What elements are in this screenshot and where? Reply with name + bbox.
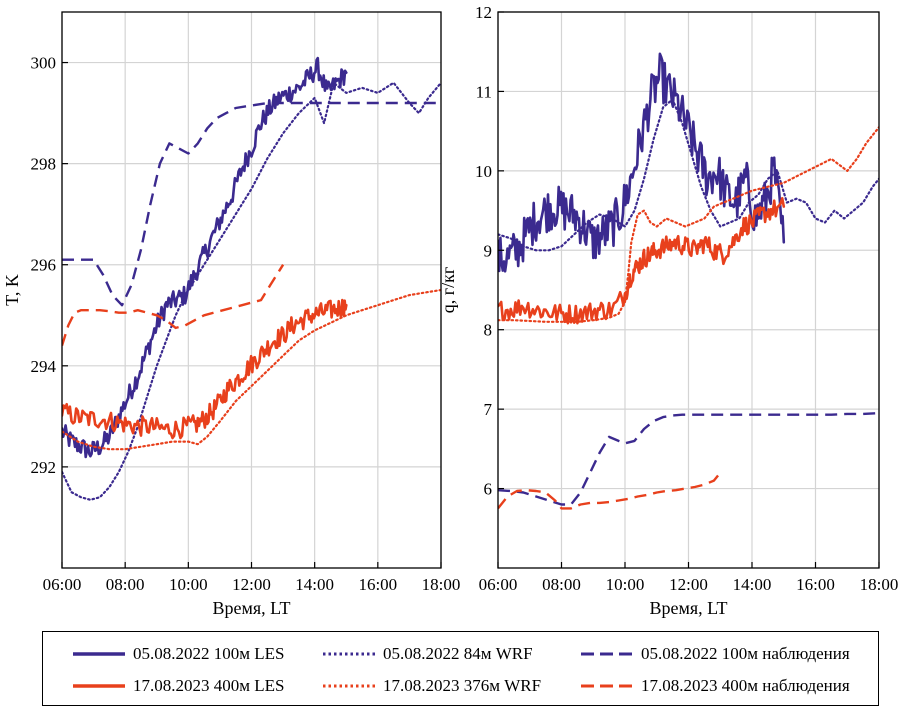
x-tick-label: 18:00: [422, 575, 461, 594]
right-panel-humidity: 06:00 08:00 10:00 12:00 14:00 16:00 18:00 6 7 8 9 1…: [438, 3, 898, 618]
legend-label: 17.08.2023 376м WRF: [383, 676, 542, 695]
x-tick-label: 08:00: [106, 575, 145, 594]
y-tick-label: 10: [475, 162, 492, 181]
series-line-dashed-blue: [498, 411, 879, 506]
x-tick-label: 06:00: [479, 575, 518, 594]
y-tick-label: 7: [484, 400, 493, 419]
legend-swatch-dotted-red: [323, 684, 375, 688]
x-tick-label: 14:00: [295, 575, 334, 594]
legend-item: 05.08.2022 100м наблюдения: [581, 644, 850, 664]
legend-label: 05.08.2022 100м наблюдения: [641, 644, 850, 663]
x-tick-label: 14:00: [733, 575, 772, 594]
x-tick-label: 16:00: [796, 575, 835, 594]
grid: [497, 11, 880, 568]
y-tick-label: 11: [476, 82, 492, 101]
series-line-dashed-blue: [62, 101, 441, 307]
series-line-dotted-blue: [62, 81, 441, 501]
x-tick-label: 16:00: [358, 575, 397, 594]
legend-swatch-dashed-blue: [581, 652, 633, 656]
legend-label: 05.08.2022 84м WRF: [383, 644, 533, 663]
legend-item: 17.08.2023 376м WRF: [323, 676, 541, 696]
x-axis-label: Время, LT: [649, 598, 727, 618]
y-tick-label: 6: [484, 480, 493, 499]
series-group: [498, 52, 879, 510]
legend-label: 17.08.2023 400м наблюдения: [641, 676, 850, 695]
chart-svg: 06:00 08:00 10:00 12:00 14:00 16:00 18:00 292 29…: [2, 3, 898, 618]
legend-swatch-dashed-red: [581, 684, 633, 688]
legend-swatch-solid-blue: [73, 652, 125, 656]
x-tick-label: 12:00: [232, 575, 271, 594]
legend-swatch-solid-red: [73, 684, 125, 688]
series-line-dotted-red: [62, 288, 441, 451]
legend-swatch-dotted-blue: [323, 652, 375, 656]
y-tick-label: 294: [31, 357, 57, 376]
series-line-solid-blue: [498, 52, 786, 273]
x-tick-label: 12:00: [669, 575, 708, 594]
x-tick-label: 10:00: [169, 575, 208, 594]
left-panel-temperature: 06:00 08:00 10:00 12:00 14:00 16:00 18:00 292 29…: [2, 11, 461, 618]
y-tick-label: 300: [31, 54, 57, 73]
ticks: 06:00 08:00 10:00 12:00 14:00 16:00 18:00 6 7 8 9 1…: [475, 3, 898, 594]
x-axis-label: Время, LT: [212, 598, 290, 618]
y-tick-label: 9: [484, 241, 493, 260]
legend: 05.08.2022 100м LES 05.08.2022 84м WRF 0…: [42, 631, 879, 706]
legend-item: 05.08.2022 84м WRF: [323, 644, 533, 664]
y-tick-label: 12: [475, 3, 492, 22]
series-group: [62, 56, 441, 501]
legend-label: 05.08.2022 100м LES: [133, 644, 285, 663]
ticks: 06:00 08:00 10:00 12:00 14:00 16:00 18:00 292 29…: [31, 54, 461, 594]
legend-item: 17.08.2023 400м LES: [73, 676, 284, 696]
x-tick-label: 08:00: [542, 575, 581, 594]
x-tick-label: 18:00: [860, 575, 899, 594]
series-line-solid-red: [498, 197, 786, 325]
grid: [61, 12, 442, 568]
series-line-dashed-red: [62, 264, 285, 346]
y-tick-label: 8: [484, 321, 493, 340]
y-tick-label: 296: [31, 256, 57, 275]
y-tick-label: 298: [31, 155, 57, 174]
legend-label: 17.08.2023 400м LES: [133, 676, 285, 695]
legend-item: 05.08.2022 100м LES: [73, 644, 284, 664]
x-tick-label: 06:00: [43, 575, 82, 594]
y-axis-label: T, K: [2, 274, 22, 306]
series-line-dotted-red: [498, 126, 879, 323]
series-line-dashed-red: [498, 471, 722, 510]
series-line-solid-red: [62, 298, 348, 440]
y-tick-label: 292: [31, 458, 57, 477]
x-tick-label: 10:00: [606, 575, 645, 594]
y-axis-label: q, г/кг: [438, 267, 458, 314]
series-line-solid-blue: [62, 56, 348, 459]
legend-item: 17.08.2023 400м наблюдения: [581, 676, 850, 696]
series-line-dotted-blue: [498, 98, 879, 252]
